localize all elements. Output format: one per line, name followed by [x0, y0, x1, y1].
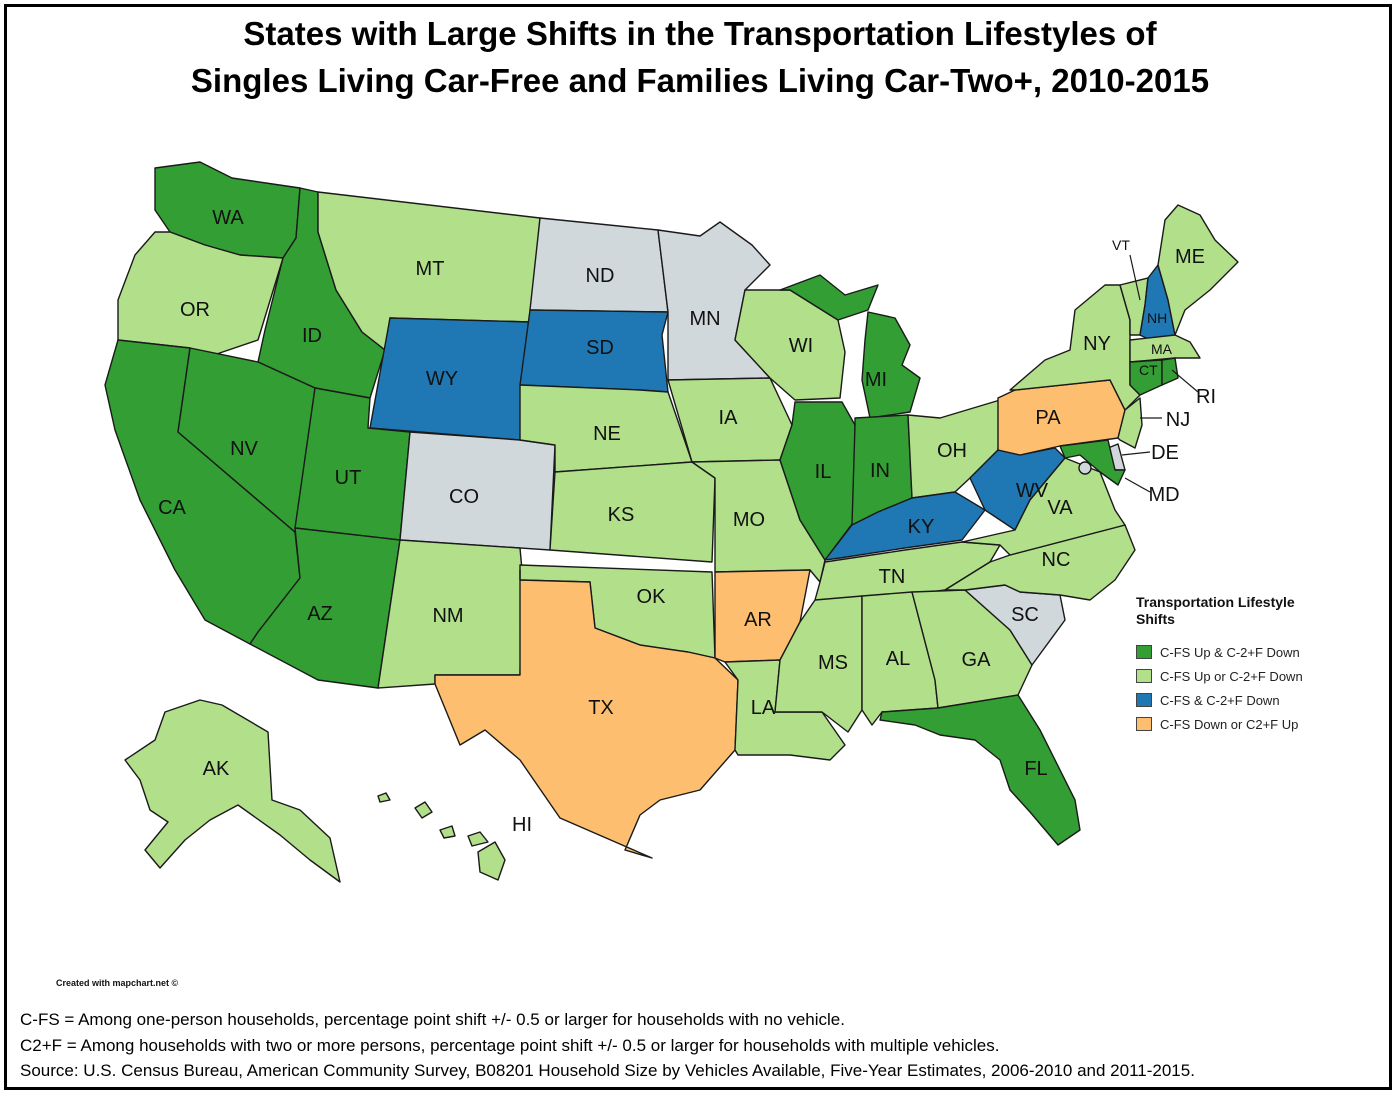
leader-ri	[1171, 369, 1199, 393]
label-AK: AK	[203, 758, 230, 780]
label-TN: TN	[879, 566, 906, 588]
label-DE: DE	[1151, 442, 1179, 464]
map-legend: Transportation Lifestyle Shifts C-FS Up …	[1136, 594, 1336, 736]
legend-label-green: C-FS Up & C-2+F Down	[1160, 644, 1300, 660]
legend-swatch-light-green	[1136, 669, 1152, 683]
label-WY: WY	[426, 368, 458, 390]
label-MO: MO	[733, 509, 765, 531]
leader-md	[1124, 477, 1151, 493]
label-VT: VT	[1112, 237, 1130, 253]
hawaii-islands[interactable]	[377, 792, 506, 881]
state-MI-lower[interactable]	[861, 311, 921, 419]
label-HI: HI	[512, 814, 532, 836]
label-KY: KY	[908, 516, 935, 538]
label-VA: VA	[1047, 497, 1073, 519]
state-VA[interactable]	[961, 457, 1126, 556]
label-GA: GA	[962, 649, 992, 671]
map-title-line-1: States with Large Shifts in the Transpor…	[243, 15, 1157, 52]
state-TX[interactable]	[434, 569, 739, 859]
label-CO: CO	[449, 486, 479, 508]
state-KY[interactable]	[824, 491, 986, 561]
legend-item-green: C-FS Up & C-2+F Down	[1136, 640, 1336, 664]
label-NY: NY	[1083, 333, 1111, 355]
state-labels: WA OR CA ID NV UT AZ MT WY CO NM ND SD N…	[158, 207, 1216, 836]
label-AZ: AZ	[307, 603, 333, 625]
state-ME[interactable]	[1157, 204, 1239, 336]
label-OR: OR	[180, 299, 210, 321]
legend-item-light-green: C-FS Up or C-2+F Down	[1136, 664, 1336, 688]
label-SC: SC	[1011, 604, 1039, 626]
state-OR[interactable]	[117, 231, 284, 359]
label-MT: MT	[416, 258, 445, 280]
leader-de	[1121, 451, 1151, 456]
label-OH: OH	[937, 440, 967, 462]
state-CO[interactable]	[399, 431, 556, 551]
label-MN: MN	[689, 308, 720, 330]
outer-frame	[4, 4, 1392, 1090]
label-TX: TX	[588, 697, 614, 719]
label-IN: IN	[870, 460, 890, 482]
map-title-line-2: Singles Living Car-Free and Families Liv…	[190, 62, 1210, 99]
state-MD[interactable]	[1059, 439, 1126, 486]
label-WA: WA	[212, 207, 244, 229]
label-CT: CT	[1139, 362, 1158, 378]
label-RI: RI	[1196, 386, 1216, 408]
footnote-source: Source: U.S. Census Bureau, American Com…	[20, 1061, 1195, 1080]
state-DC[interactable]	[1078, 461, 1092, 475]
label-NM: NM	[432, 605, 463, 627]
label-AL: AL	[886, 648, 910, 670]
legend-swatch-orange	[1136, 717, 1152, 731]
label-NE: NE	[593, 423, 621, 445]
legend-label-orange: C-FS Down or C2+F Up	[1160, 716, 1299, 732]
state-KS[interactable]	[549, 461, 716, 563]
label-FL: FL	[1024, 758, 1047, 780]
label-CA: CA	[158, 497, 186, 519]
legend-item-orange: C-FS Down or C2+F Up	[1136, 712, 1336, 736]
state-MI[interactable]	[779, 274, 879, 321]
leader-vt	[1129, 254, 1141, 301]
legend-swatch-blue	[1136, 693, 1152, 707]
label-SD: SD	[586, 337, 614, 359]
label-ND: ND	[586, 265, 615, 287]
label-WI: WI	[789, 335, 813, 357]
label-ME: ME	[1175, 246, 1205, 268]
state-NJ[interactable]	[1117, 397, 1143, 449]
state-FL[interactable]	[879, 694, 1081, 846]
legend-title: Transportation Lifestyle Shifts	[1136, 594, 1295, 627]
state-CT[interactable]	[1129, 359, 1163, 396]
footnote-c2f: C2+F = Among households with two or more…	[20, 1036, 1000, 1055]
state-AK[interactable]	[124, 699, 341, 883]
label-NJ: NJ	[1166, 409, 1190, 431]
legend-label-blue: C-FS & C-2+F Down	[1160, 692, 1280, 708]
legend-item-blue: C-FS & C-2+F Down	[1136, 688, 1336, 712]
label-ID: ID	[302, 325, 322, 347]
mapchart-credit: Created with mapchart.net ©	[56, 978, 179, 988]
label-MI: MI	[865, 369, 887, 391]
label-UT: UT	[335, 467, 362, 489]
label-LA: LA	[751, 697, 776, 719]
footnote-cfs: C-FS = Among one-person households, perc…	[20, 1010, 845, 1029]
label-NH: NH	[1147, 310, 1167, 326]
label-IL: IL	[815, 461, 832, 483]
label-KS: KS	[608, 504, 635, 526]
label-MS: MS	[818, 652, 848, 674]
label-OK: OK	[637, 586, 667, 608]
label-MA: MA	[1151, 341, 1173, 357]
label-MD: MD	[1148, 484, 1179, 506]
label-NC: NC	[1042, 549, 1071, 571]
label-AR: AR	[744, 609, 772, 631]
label-IA: IA	[719, 407, 739, 429]
legend-swatch-green	[1136, 645, 1152, 659]
state-NC[interactable]	[944, 524, 1136, 601]
legend-label-light-green: C-FS Up or C-2+F Down	[1160, 668, 1303, 684]
state-RI[interactable]	[1161, 357, 1179, 386]
label-WV: WV	[1016, 480, 1049, 502]
label-PA: PA	[1035, 407, 1061, 429]
label-NV: NV	[230, 438, 258, 460]
